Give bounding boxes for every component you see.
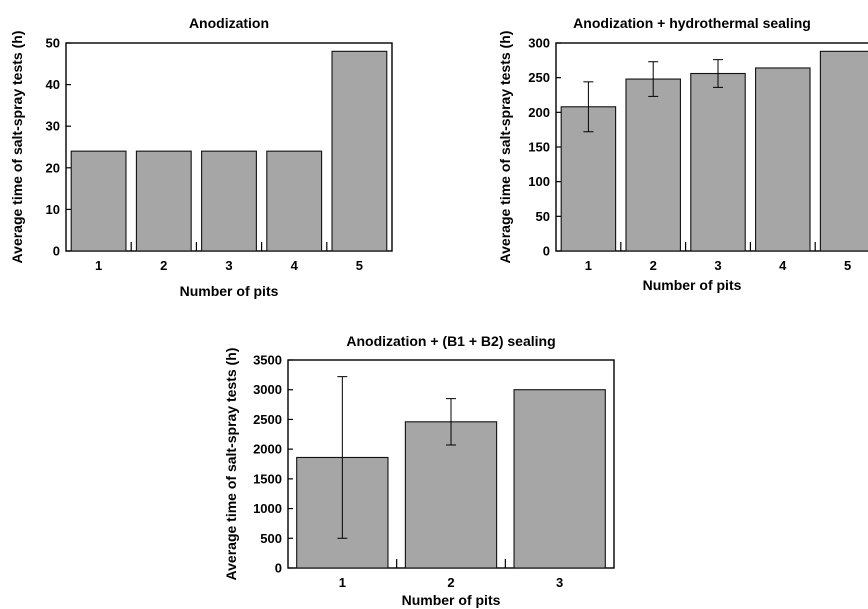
y-axis-label: Average time of salt-spray tests (h) [497, 31, 513, 264]
y-tick-label: 50 [536, 209, 550, 224]
y-tick-label: 3000 [253, 382, 282, 397]
bar [266, 150, 323, 252]
bar [201, 150, 257, 252]
y-tick-label: 200 [528, 105, 550, 120]
y-tick-label: 1000 [253, 501, 282, 516]
y-tick-label: 10 [46, 202, 60, 217]
chart-b1-b2-sealing: Anodization + (B1 + B2) sealing 0 500 1000 1… [223, 333, 615, 608]
x-tick-label: 2 [650, 258, 657, 273]
x-axis-label: Number of pits [402, 592, 501, 608]
y-axis-label: Average time of salt-spray tests (h) [9, 31, 25, 264]
x-axis-label: Number of pits [180, 283, 279, 299]
y-tick-label: 250 [528, 70, 550, 85]
bar [70, 150, 127, 252]
y-tick-label: 0 [543, 244, 550, 259]
y-tick-label: 50 [46, 36, 60, 51]
y-tick-label: 0 [53, 244, 60, 259]
chart-title: Anodization + hydrothermal sealing [573, 15, 811, 31]
y-tick-label: 40 [46, 77, 60, 92]
x-tick-label: 3 [556, 575, 563, 590]
bar [331, 50, 388, 252]
bar [625, 78, 681, 252]
y-axis-label: Average time of salt-spray tests (h) [223, 348, 239, 581]
chart-title: Anodization + (B1 + B2) sealing [346, 333, 555, 349]
y-tick-label: 0 [275, 561, 282, 576]
x-tick-label: 4 [291, 258, 299, 273]
bar [819, 50, 868, 252]
x-tick-label: 1 [339, 575, 346, 590]
chart-title: Anodization [189, 15, 269, 31]
bar [690, 72, 746, 252]
x-tick-label: 1 [585, 258, 592, 273]
y-tick-label: 20 [46, 160, 60, 175]
bar [404, 421, 498, 569]
y-tick-label: 150 [528, 140, 550, 155]
y-tick-label: 2000 [253, 442, 282, 457]
x-tick-label: 1 [95, 258, 102, 273]
y-tick-label: 3500 [253, 353, 282, 368]
bar [135, 150, 192, 252]
y-tick-label: 30 [46, 119, 60, 134]
y-tick-label: 100 [528, 174, 550, 189]
x-tick-label: 5 [356, 258, 363, 273]
y-tick-label: 2500 [253, 412, 282, 427]
bar [513, 389, 606, 569]
x-tick-label: 4 [779, 258, 787, 273]
y-tick-label: 1500 [253, 471, 282, 486]
chart-anodization: Anodization 0 10 20 30 40 50 1 2 3 4 5 Number of pit… [9, 15, 393, 299]
chart-hydrothermal-sealing: Anodization + hydrothermal sealing 0 50 100… [497, 15, 868, 293]
x-tick-label: 2 [160, 258, 167, 273]
x-tick-label: 3 [225, 258, 232, 273]
bar [755, 67, 811, 252]
x-axis-label: Number of pits [643, 277, 742, 293]
x-tick-label: 2 [447, 575, 454, 590]
x-tick-label: 3 [714, 258, 721, 273]
x-tick-label: 5 [844, 258, 851, 273]
y-tick-label: 500 [260, 531, 282, 546]
y-tick-label: 300 [528, 36, 550, 51]
